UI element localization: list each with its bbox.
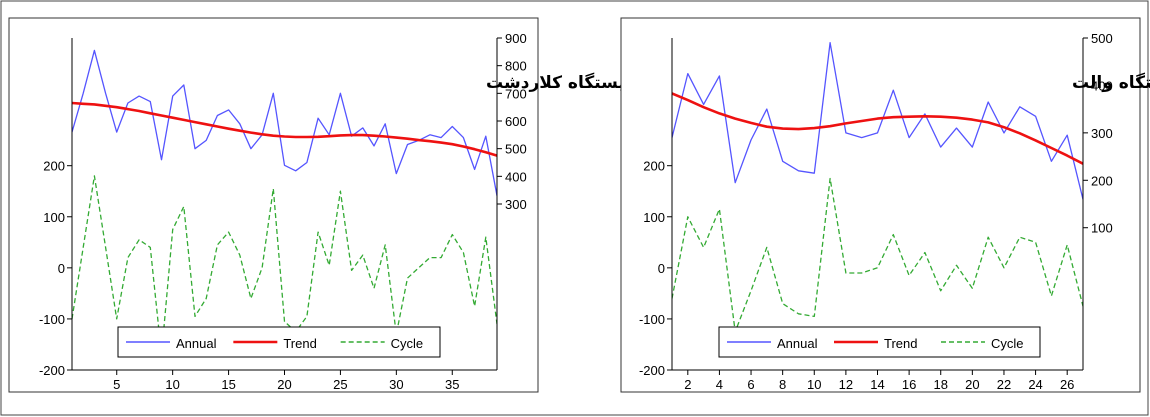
left-tick-label: 200	[43, 159, 65, 174]
legend: Annual Trend Cycle	[117, 326, 441, 358]
legend-box	[718, 326, 1041, 358]
right-tick-label: 300	[1091, 126, 1113, 141]
series-line-trend	[72, 101, 497, 157]
x-tick-label: 4	[716, 377, 723, 392]
x-tick-label: 12	[839, 377, 853, 392]
x-tick-label: 15	[221, 377, 235, 392]
chart-title: ایستگاه والت	[1072, 72, 1150, 93]
series-line-annual	[72, 49, 497, 196]
left-tick-label: 100	[643, 210, 665, 225]
x-tick-label: 20	[965, 377, 979, 392]
left-tick-label: -100	[39, 312, 65, 327]
x-tick-label: 35	[445, 377, 459, 392]
right-tick-label: 700	[505, 86, 527, 101]
left-tick-label: -200	[639, 363, 665, 378]
x-tick-label: 20	[277, 377, 291, 392]
legend-label-cycle: Cycle	[391, 336, 424, 351]
x-tick-label: 10	[165, 377, 179, 392]
right-tick-label: 500	[505, 142, 527, 157]
x-tick-label: 30	[389, 377, 403, 392]
x-tick-label: 5	[113, 377, 120, 392]
legend-label-cycle: Cycle	[991, 336, 1024, 351]
x-tick-label: 26	[1060, 377, 1074, 392]
x-tick-label: 6	[747, 377, 754, 392]
x-tick-label: 10	[807, 377, 821, 392]
right-tick-label: 900	[505, 31, 527, 46]
x-tick-label: 22	[997, 377, 1011, 392]
x-tick-label: 14	[870, 377, 884, 392]
right-tick-label: 600	[505, 114, 527, 129]
x-tick-label: 8	[779, 377, 786, 392]
x-tick-label: 16	[902, 377, 916, 392]
legend-label-annual: Annual	[777, 336, 818, 351]
right-tick-label: 100	[1091, 221, 1113, 236]
x-tick-label: 2	[684, 377, 691, 392]
series-line-annual	[672, 42, 1083, 200]
series-group	[672, 42, 1083, 333]
series-group	[72, 49, 497, 356]
right-tick-label: 800	[505, 59, 527, 74]
right-tick-label: 500	[1091, 31, 1113, 46]
legend-box	[117, 326, 441, 358]
right-tick-label: 400	[505, 169, 527, 184]
left-tick-label: 0	[58, 261, 65, 276]
legend-label-annual: Annual	[176, 336, 217, 351]
legend-label-trend: Trend	[283, 336, 316, 351]
right-tick-label: 400	[1091, 78, 1113, 93]
series-line-cycle	[672, 177, 1083, 333]
right-tick-label: 200	[1091, 173, 1113, 188]
left-tick-label: -200	[39, 363, 65, 378]
chart-title: ایستگاه کلاردشت	[486, 72, 631, 93]
left-tick-label: -100	[639, 312, 665, 327]
x-tick-label: 18	[933, 377, 947, 392]
x-tick-label: 25	[333, 377, 347, 392]
x-tick-label: 24	[1028, 377, 1042, 392]
left-tick-label: 0	[658, 261, 665, 276]
legend: Annual Trend Cycle	[718, 326, 1041, 358]
series-line-cycle	[72, 175, 497, 356]
series-line-trend	[672, 92, 1083, 165]
left-tick-label: 100	[43, 210, 65, 225]
legend-label-trend: Trend	[884, 336, 917, 351]
chart-panel-1: -200 -100 0 200 100 300 400 500 600 700 800 900 5 10 1…	[8, 17, 631, 393]
left-tick-label: 200	[643, 159, 665, 174]
right-tick-label: 300	[505, 197, 527, 212]
